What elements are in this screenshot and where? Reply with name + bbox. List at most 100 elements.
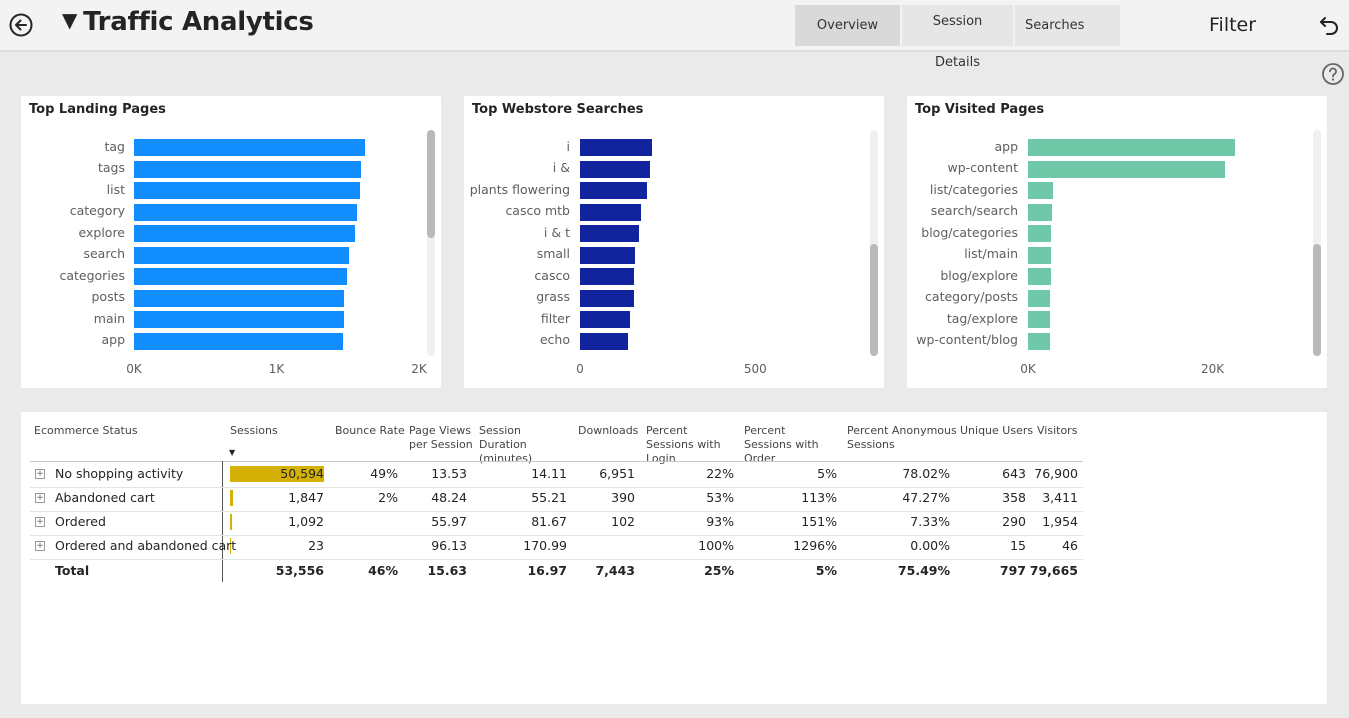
bar[interactable]	[134, 289, 345, 307]
tab-overview[interactable]: Overview	[795, 5, 900, 46]
expand-row-icon[interactable]: +	[35, 493, 45, 503]
scrollbar-track[interactable]	[1313, 130, 1321, 356]
bar[interactable]	[1028, 289, 1051, 307]
bar-label: plants flowering	[469, 181, 570, 197]
col-header-unique-users[interactable]: Unique Users	[960, 424, 1034, 437]
chart-title: Top Landing Pages	[29, 102, 166, 117]
bar[interactable]	[580, 311, 630, 328]
tab-session-details[interactable]: Session Details	[902, 5, 1013, 70]
scrollbar-thumb[interactable]	[1313, 244, 1321, 356]
scrollbar-thumb[interactable]	[870, 244, 878, 356]
bar-label: tag/explore	[946, 310, 1018, 326]
cell-dur: 55.21	[531, 490, 567, 505]
cell-sessions: 53,556	[275, 563, 324, 578]
bar[interactable]	[134, 332, 344, 350]
bar[interactable]	[1028, 225, 1052, 242]
cell-unique: 643	[1002, 466, 1026, 481]
cell-order: 151%	[801, 514, 837, 529]
col-header-percent-login[interactable]: Percent Sessions with Login	[646, 424, 721, 465]
bar[interactable]	[580, 332, 629, 350]
cell-login: 100%	[698, 538, 734, 553]
axis-tick-label: 500	[743, 362, 767, 376]
cell-visitors: 3,411	[1042, 490, 1078, 505]
bar[interactable]	[134, 160, 361, 178]
bar-label: list	[106, 181, 125, 197]
col-header-visitors[interactable]: Visitors	[1037, 424, 1078, 437]
bar[interactable]	[580, 160, 651, 178]
col-header-percent-anonymous[interactable]: Percent Anonymous Sessions	[847, 424, 957, 451]
cell-dur: 81.67	[531, 514, 567, 529]
bar[interactable]	[580, 246, 636, 264]
tab-searches[interactable]: Searches	[1015, 5, 1120, 46]
scrollbar-track[interactable]	[427, 130, 435, 356]
bar-label: app	[101, 332, 125, 347]
sessions-data-bar	[230, 466, 324, 482]
collapse-caret-icon[interactable]: ▼	[62, 8, 78, 32]
scrollbar-thumb[interactable]	[427, 130, 435, 238]
col-header-sessions[interactable]: Sessions	[230, 424, 278, 437]
top-visited-pages-card: Top Visited Pages app wp-content list/cate…	[907, 96, 1327, 388]
col-header-downloads[interactable]: Downloads	[578, 424, 639, 437]
col-header-bounce-rate[interactable]: Bounce Rate	[335, 424, 405, 437]
cell-login: 93%	[706, 514, 734, 529]
filter-button[interactable]: Filter	[1209, 14, 1257, 36]
bar[interactable]	[1028, 332, 1050, 350]
col-header-session-duration[interactable]: Session Duration (minutes)	[479, 424, 533, 465]
bar[interactable]	[580, 139, 652, 156]
bar[interactable]	[1028, 268, 1051, 285]
undo-icon[interactable]	[1316, 12, 1342, 38]
bar[interactable]	[1028, 203, 1052, 221]
bar[interactable]	[134, 268, 348, 285]
cell-bounce: 46%	[368, 563, 398, 578]
col-header-percent-order[interactable]: Percent Sessions with Order	[744, 424, 819, 465]
bar[interactable]	[1028, 139, 1235, 156]
bar[interactable]	[134, 203, 357, 221]
bar[interactable]	[580, 268, 635, 285]
row-divider	[30, 535, 1083, 536]
bar-label: blog/explore	[940, 267, 1018, 283]
bar[interactable]	[580, 225, 639, 242]
cell-order: 113%	[801, 490, 837, 505]
cell-pv: 13.53	[431, 466, 467, 481]
cell-visitors: 79,665	[1029, 563, 1078, 578]
bar[interactable]	[1028, 160, 1226, 178]
help-icon[interactable]	[1321, 62, 1345, 86]
cell-login: 25%	[704, 563, 734, 578]
cell-pv: 96.13	[431, 538, 467, 553]
bar[interactable]	[580, 203, 641, 221]
cell-sessions: 1,847	[288, 490, 324, 505]
col-header-ecommerce-status[interactable]: Ecommerce Status	[34, 424, 138, 437]
top-webstore-searches-card: Top Webstore Searches i i & plants floweri…	[464, 96, 884, 388]
col-header-page-views[interactable]: Page Views per Session	[409, 424, 473, 451]
row-divider	[30, 511, 1083, 512]
cell-dur: 16.97	[527, 563, 567, 578]
bar-label: category	[69, 203, 125, 218]
bar[interactable]	[1028, 182, 1053, 199]
expand-row-icon[interactable]: +	[35, 517, 45, 527]
bar[interactable]	[134, 182, 360, 199]
back-arrow-icon[interactable]	[8, 12, 34, 38]
bar[interactable]	[580, 289, 635, 307]
bar[interactable]	[134, 139, 365, 156]
bar[interactable]	[1028, 246, 1052, 264]
axis-tick-label: 0K	[1020, 362, 1036, 376]
bar[interactable]	[580, 182, 647, 199]
cell-sessions: 23	[308, 538, 324, 553]
bar[interactable]	[1028, 311, 1051, 328]
scrollbar-track[interactable]	[870, 130, 878, 356]
sort-descending-icon[interactable]: ▼	[229, 448, 236, 457]
bar-label: categories	[59, 267, 125, 283]
cell-pv: 55.97	[431, 514, 467, 529]
bar-label: search/search	[930, 203, 1018, 218]
bar[interactable]	[134, 225, 355, 242]
expand-row-icon[interactable]: +	[35, 541, 45, 551]
cell-visitors: 46	[1062, 538, 1078, 553]
cell-bounce: 2%	[378, 490, 398, 505]
cell-sessions: 50,594	[280, 466, 324, 481]
cell-sessions: 1,092	[288, 514, 324, 529]
bar[interactable]	[134, 246, 350, 264]
column-divider	[222, 461, 223, 582]
axis-tick-label: 0	[576, 362, 584, 376]
expand-row-icon[interactable]: +	[35, 469, 45, 479]
bar[interactable]	[134, 311, 345, 328]
